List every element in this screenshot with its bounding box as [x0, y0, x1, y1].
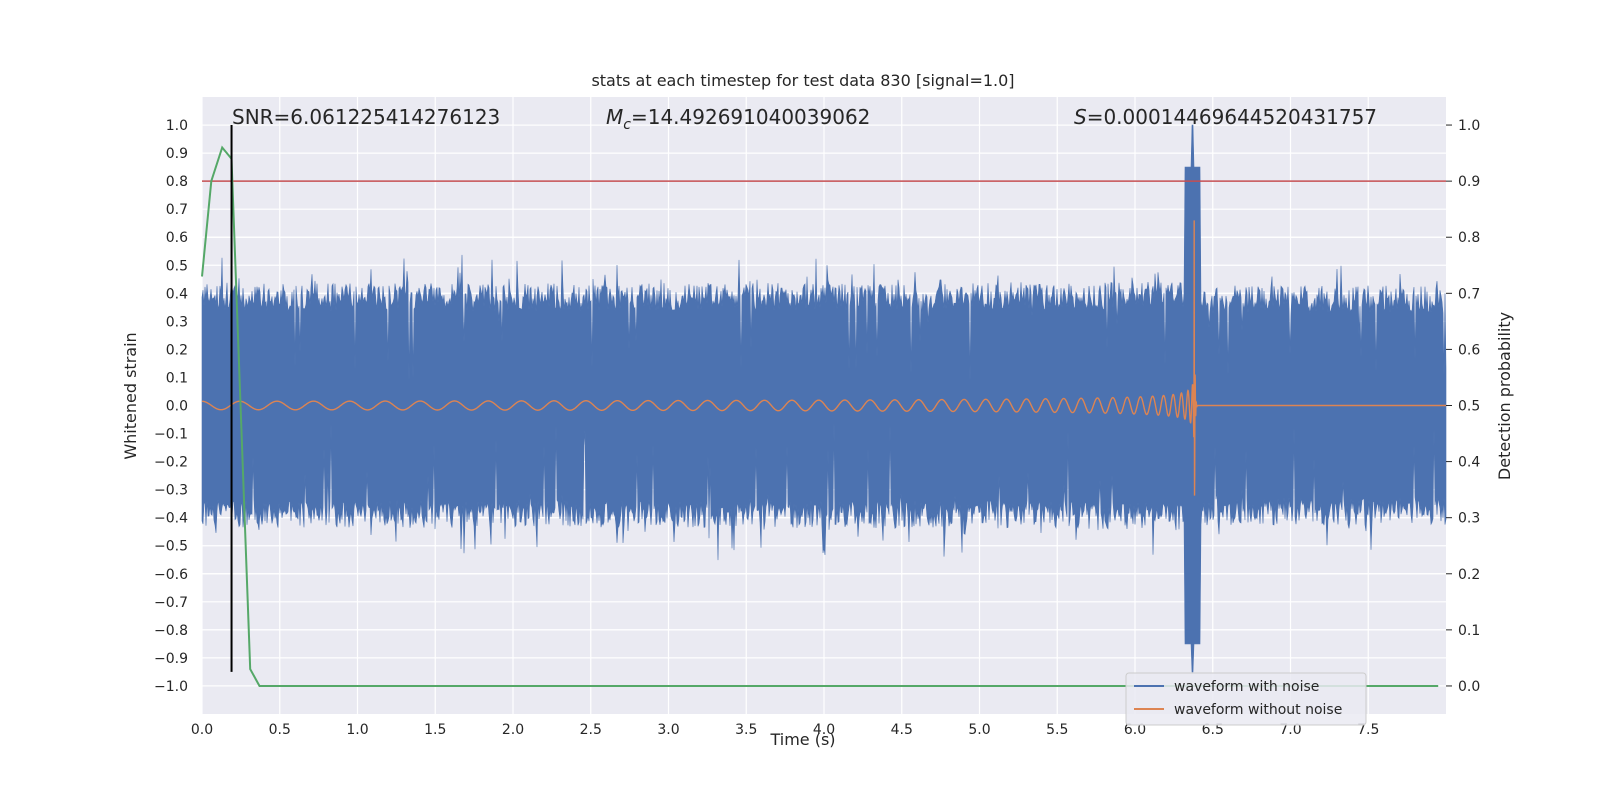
- y-tick-label-left: 0.7: [166, 202, 188, 218]
- y-tick-label-right: 0.0: [1458, 679, 1480, 695]
- s-symbol: S: [1074, 105, 1087, 129]
- annotation-s: S=0.00014469644520431757: [1074, 105, 1377, 129]
- y-tick-label-right: 0.8: [1458, 230, 1480, 246]
- x-tick-label: 2.5: [580, 722, 602, 738]
- legend-label-noise: waveform with noise: [1174, 679, 1319, 695]
- x-tick-label: 1.5: [424, 722, 446, 738]
- y-tick-label-right: 0.4: [1458, 455, 1480, 471]
- y-tick-label-left: 0.5: [166, 258, 188, 274]
- x-tick-label: 3.5: [735, 722, 757, 738]
- chart-title: stats at each timestep for test data 830…: [591, 71, 1014, 90]
- y-tick-label-left: −0.3: [154, 483, 188, 499]
- x-tick-label: 1.0: [346, 722, 368, 738]
- y-tick-label-left: −0.7: [154, 595, 188, 611]
- annotation-chirp-mass: Mc=14.492691040039062: [606, 105, 870, 133]
- y-tick-label-right: 0.9: [1458, 174, 1480, 190]
- y-tick-label-left: −1.0: [154, 679, 188, 695]
- y-tick-label-left: 0.6: [166, 230, 188, 246]
- y-axis-label-right: Detection probability: [1495, 312, 1514, 480]
- y-tick-label-left: 0.0: [166, 399, 188, 415]
- y-axis-label-left: Whitened strain: [121, 332, 140, 459]
- y-tick-label-left: −0.1: [154, 427, 188, 443]
- y-tick-label-right: 0.3: [1458, 511, 1480, 527]
- x-tick-label: 3.0: [657, 722, 679, 738]
- y-tick-label-left: 1.0: [166, 118, 188, 134]
- y-tick-label-left: 0.4: [166, 286, 188, 302]
- y-tick-label-left: −0.5: [154, 539, 188, 555]
- legend-label-clean: waveform without noise: [1174, 702, 1342, 718]
- s-value: =0.00014469644520431757: [1087, 105, 1377, 129]
- y-tick-label-left: −0.9: [154, 651, 188, 667]
- x-tick-label: 5.0: [968, 722, 990, 738]
- legend: waveform with noise waveform without noi…: [1126, 673, 1366, 725]
- y-tick-label-left: 0.2: [166, 342, 188, 358]
- x-tick-label: 0.0: [191, 722, 213, 738]
- y-tick-label-left: −0.8: [154, 623, 188, 639]
- y-tick-label-right: 0.5: [1458, 399, 1480, 415]
- y-tick-label-right: 0.7: [1458, 286, 1480, 302]
- y-tick-label-right: 1.0: [1458, 118, 1480, 134]
- y-tick-label-left: 0.8: [166, 174, 188, 190]
- y-tick-label-left: 0.3: [166, 314, 188, 330]
- annotation-snr: SNR=6.061225414276123: [232, 105, 500, 129]
- y-tick-label-left: −0.6: [154, 567, 188, 583]
- y-tick-label-left: 0.1: [166, 370, 188, 386]
- x-tick-label: 0.5: [269, 722, 291, 738]
- y-tick-label-left: 0.9: [166, 146, 188, 162]
- chirp-mass-value: =14.492691040039062: [631, 105, 870, 129]
- y-tick-label-right: 0.6: [1458, 342, 1480, 358]
- x-axis-label: Time (s): [769, 730, 835, 749]
- y-tick-label-left: −0.4: [154, 511, 188, 527]
- x-tick-label: 4.5: [891, 722, 913, 738]
- x-tick-label: 2.0: [502, 722, 524, 738]
- y-tick-label-right: 0.2: [1458, 567, 1480, 583]
- y-tick-label-left: −0.2: [154, 455, 188, 471]
- chirp-mass-symbol: M: [606, 105, 623, 129]
- y-tick-label-right: 0.1: [1458, 623, 1480, 639]
- x-tick-label: 5.5: [1046, 722, 1068, 738]
